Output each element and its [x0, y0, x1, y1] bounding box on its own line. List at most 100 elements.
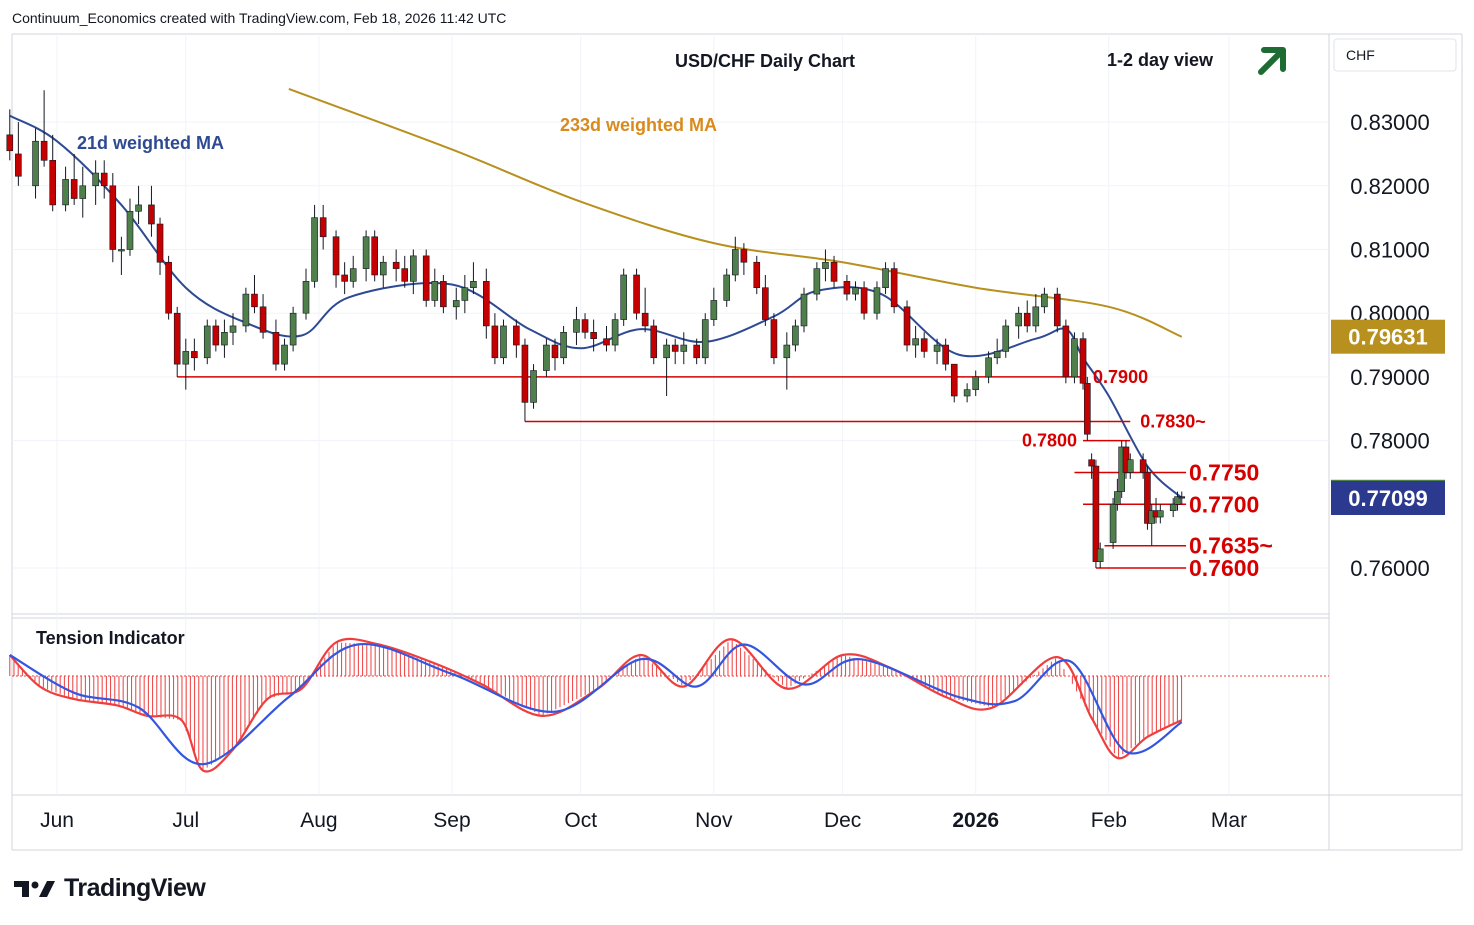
- candle-body: [701, 319, 709, 359]
- candle: [191, 338, 198, 371]
- candle: [289, 306, 297, 352]
- candle: [1144, 466, 1151, 530]
- candle: [483, 268, 490, 339]
- candle: [1032, 294, 1040, 333]
- candle-body: [422, 255, 430, 301]
- ma233-label: 233d weighted MA: [560, 115, 717, 135]
- candle-body: [551, 344, 559, 359]
- candle: [1114, 478, 1121, 511]
- candle-body: [603, 338, 610, 346]
- x-tick-label: Mar: [1211, 809, 1247, 832]
- candle: [62, 166, 69, 212]
- candle-body: [289, 312, 297, 346]
- candle: [173, 306, 181, 377]
- candle-body: [203, 325, 211, 359]
- arrow-up-right-icon: [1258, 47, 1286, 75]
- candle: [431, 268, 439, 307]
- y-tick-label: 0.78000: [1350, 429, 1430, 454]
- candle-body: [148, 204, 155, 225]
- candle: [341, 262, 348, 295]
- candle-body: [1015, 312, 1022, 327]
- chart-credit: Continuum_Economics created with Trading…: [12, 10, 507, 26]
- candle: [551, 338, 559, 371]
- y-tick-label: 0.79000: [1350, 365, 1430, 390]
- candle-body: [100, 172, 108, 187]
- candle: [1096, 542, 1104, 568]
- candle-body: [1088, 459, 1095, 467]
- candle-body: [890, 268, 898, 308]
- candle-body: [126, 210, 134, 250]
- price-badge-box: [1331, 480, 1445, 515]
- candle-body: [813, 268, 821, 295]
- candle: [933, 338, 941, 365]
- candle: [701, 313, 709, 365]
- candle: [740, 243, 748, 275]
- candle: [349, 255, 357, 288]
- candle-body: [242, 293, 250, 327]
- candle-body: [379, 261, 387, 276]
- x-tick-label: Jul: [172, 809, 199, 832]
- ma233-line: [288, 88, 1183, 338]
- candle-body: [371, 236, 378, 276]
- candle-body: [710, 300, 718, 320]
- candle: [221, 319, 228, 358]
- candle-body: [513, 325, 520, 346]
- candle-body: [590, 332, 597, 339]
- candle: [1002, 319, 1010, 358]
- candle: [950, 363, 958, 403]
- candle: [1092, 459, 1100, 568]
- candle-body: [272, 332, 280, 365]
- candle: [1139, 453, 1147, 479]
- candle: [1023, 300, 1031, 333]
- candle-body: [32, 140, 39, 187]
- candle-body: [792, 325, 799, 346]
- level-label: 0.7800: [1022, 431, 1077, 451]
- candle-body: [963, 389, 971, 397]
- candle-body: [873, 287, 881, 314]
- candle: [392, 249, 400, 282]
- candle: [1079, 332, 1087, 390]
- candle-body: [392, 261, 400, 269]
- candle-body: [1092, 465, 1100, 562]
- candle: [242, 287, 250, 333]
- price-badge-text: 0.79631: [1348, 325, 1428, 350]
- candle: [1174, 491, 1181, 511]
- candle: [1015, 306, 1022, 339]
- x-tick-label: Jun: [40, 809, 74, 832]
- candle-body: [1174, 496, 1181, 505]
- candle-body: [182, 351, 190, 365]
- candle-body: [762, 287, 769, 320]
- candle: [770, 313, 778, 365]
- candle-body: [49, 160, 57, 206]
- candle-body: [6, 134, 14, 152]
- candle: [1071, 332, 1078, 384]
- level-label: 0.7635~: [1189, 533, 1273, 559]
- level-label: 0.7700: [1189, 491, 1259, 517]
- candles: [6, 90, 1186, 568]
- candle: [135, 185, 142, 225]
- candle-body: [1053, 293, 1061, 327]
- candle: [972, 370, 980, 397]
- candle: [650, 319, 658, 365]
- candle: [985, 351, 992, 384]
- candle: [852, 281, 859, 301]
- candle-body: [985, 357, 992, 378]
- candle-body: [156, 223, 164, 263]
- candle-body: [1041, 293, 1048, 308]
- candle-body: [362, 236, 370, 269]
- candle-body: [135, 204, 142, 212]
- candle: [440, 274, 447, 314]
- brand-name: TradingView: [64, 873, 206, 902]
- price-badge-text: 0.77099: [1348, 486, 1428, 511]
- candle: [32, 128, 39, 199]
- candle: [148, 185, 155, 237]
- candle: [362, 230, 370, 282]
- currency-box[interactable]: [1333, 38, 1457, 72]
- x-tick-label: Sep: [433, 809, 470, 832]
- candle-body: [1114, 491, 1121, 505]
- candle-body: [251, 293, 258, 308]
- candle: [882, 262, 889, 295]
- candle-body: [319, 217, 327, 238]
- candle-body: [611, 319, 619, 346]
